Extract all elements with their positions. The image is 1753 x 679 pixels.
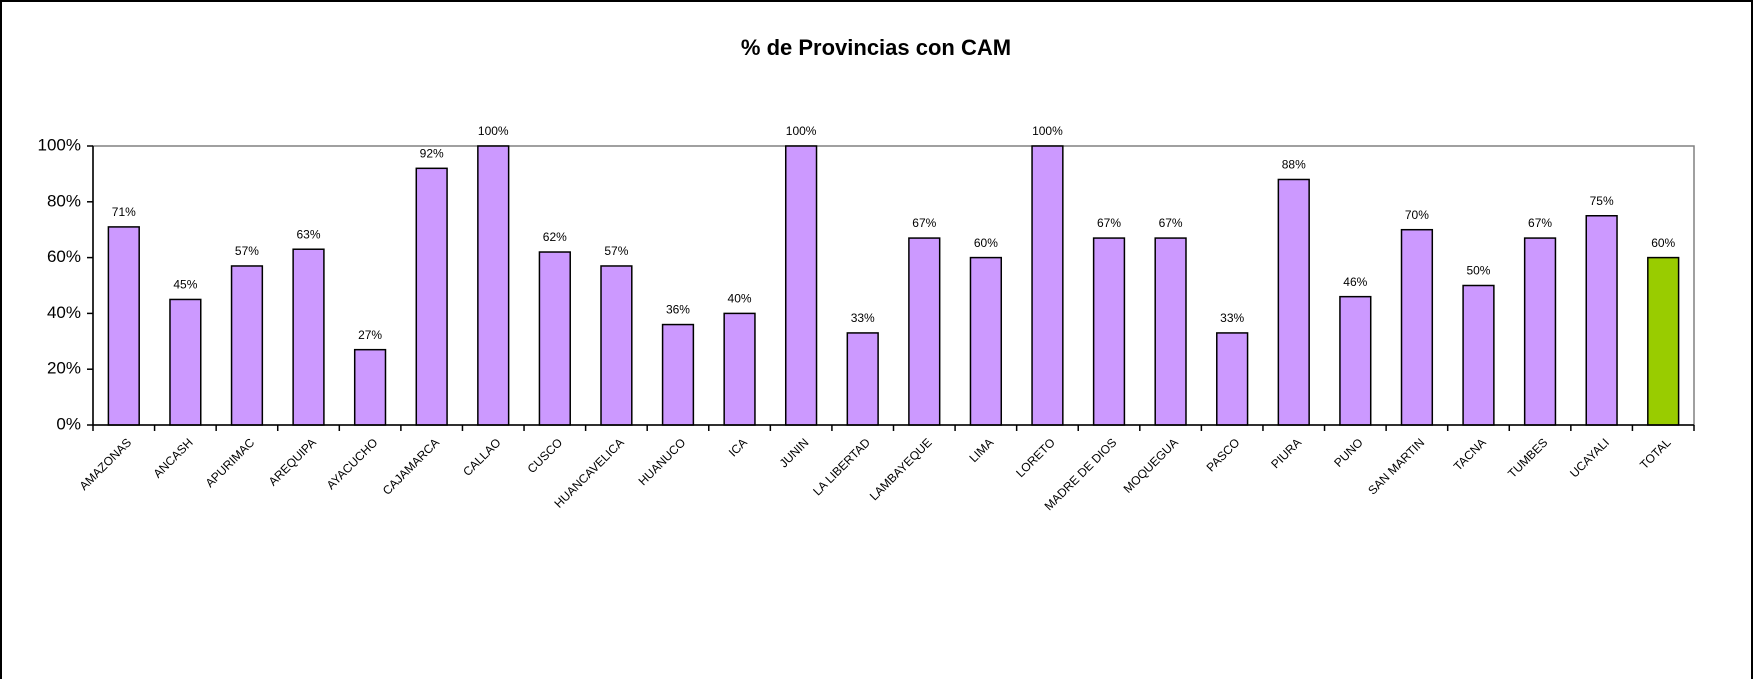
value-label: 36% bbox=[666, 303, 690, 317]
value-label: 50% bbox=[1466, 264, 1490, 278]
bar bbox=[1277, 178, 1310, 426]
value-label: 60% bbox=[1651, 236, 1675, 250]
bar bbox=[169, 298, 202, 426]
bar bbox=[1031, 145, 1064, 426]
bar bbox=[1647, 256, 1680, 426]
bar bbox=[1400, 228, 1434, 426]
bar bbox=[1216, 332, 1249, 426]
value-label: 27% bbox=[358, 328, 382, 342]
value-label: 46% bbox=[1343, 275, 1367, 289]
bar bbox=[230, 265, 264, 426]
value-label: 100% bbox=[478, 124, 509, 138]
bar bbox=[969, 256, 1003, 426]
bar bbox=[1092, 237, 1126, 426]
value-label: 45% bbox=[173, 278, 197, 292]
value-label: 100% bbox=[1032, 124, 1063, 138]
value-label: 57% bbox=[604, 244, 628, 258]
bar bbox=[661, 323, 695, 426]
chart-title: % de Provincias con CAM bbox=[741, 35, 1011, 60]
y-tick-label: 40% bbox=[47, 303, 81, 322]
bar bbox=[107, 226, 140, 426]
bar bbox=[723, 312, 756, 426]
value-label: 33% bbox=[1220, 311, 1244, 325]
bar bbox=[1154, 237, 1187, 426]
y-tick-label: 20% bbox=[47, 359, 81, 378]
value-label: 92% bbox=[420, 146, 444, 160]
y-tick-label: 80% bbox=[47, 191, 81, 210]
value-label: 57% bbox=[235, 244, 259, 258]
value-label: 75% bbox=[1590, 194, 1614, 208]
bar bbox=[538, 251, 571, 426]
value-label: 100% bbox=[786, 124, 817, 138]
bar bbox=[477, 145, 510, 426]
value-label: 67% bbox=[1159, 216, 1183, 230]
y-tick-label: 100% bbox=[38, 135, 81, 154]
bar bbox=[353, 348, 387, 426]
value-label: 71% bbox=[112, 205, 136, 219]
value-label: 63% bbox=[297, 227, 321, 241]
y-tick-label: 60% bbox=[47, 247, 81, 266]
value-label: 62% bbox=[543, 230, 567, 244]
value-label: 67% bbox=[1528, 216, 1552, 230]
value-label: 88% bbox=[1282, 158, 1306, 172]
value-label: 70% bbox=[1405, 208, 1429, 222]
bar bbox=[784, 145, 818, 426]
bar bbox=[292, 248, 325, 426]
bar bbox=[908, 237, 941, 426]
bar bbox=[1523, 237, 1557, 426]
value-label: 67% bbox=[912, 216, 936, 230]
y-tick-label: 0% bbox=[56, 414, 81, 433]
value-label: 33% bbox=[851, 311, 875, 325]
bar bbox=[1462, 284, 1495, 426]
value-label: 60% bbox=[974, 236, 998, 250]
value-label: 40% bbox=[728, 292, 752, 306]
bar bbox=[1339, 295, 1372, 426]
bar bbox=[846, 332, 879, 426]
bar bbox=[415, 167, 448, 426]
bar bbox=[1585, 215, 1618, 426]
value-label: 67% bbox=[1097, 216, 1121, 230]
bar bbox=[600, 265, 633, 426]
